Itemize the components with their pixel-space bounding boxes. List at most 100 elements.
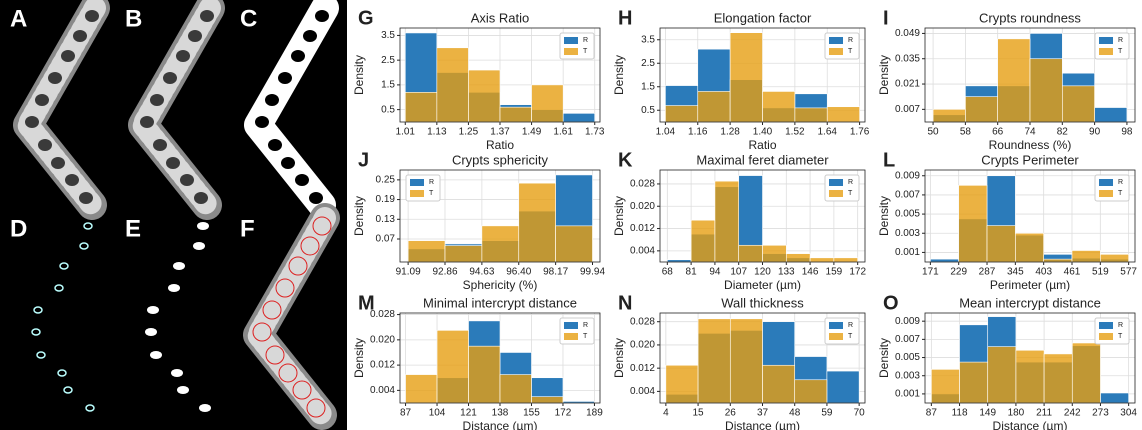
axes-frame [924,27,1136,123]
x-tick-label: 229 [950,267,967,278]
legend-label: R [583,322,588,329]
x-tick-label: 48 [789,408,801,419]
image-label: D [10,215,27,242]
x-tick-label: 345 [1007,267,1024,278]
y-tick-label: 0.007 [895,190,920,201]
histogram-bar [1043,353,1073,404]
image-panel: B [125,0,225,220]
legend-label: T [848,48,853,55]
histogram-bar [1029,58,1063,123]
legend-box [824,32,860,60]
crypt [145,328,157,336]
legend-swatch [829,322,843,329]
chart-title: Crypts Perimeter [981,152,1079,167]
histogram-bar [499,106,532,123]
x-tick-label: 189 [586,408,603,419]
crypt [295,174,309,186]
crypt [188,30,202,42]
crypt [278,72,292,84]
crypt [54,284,64,292]
x-tick-label: 59 [821,408,833,419]
x-tick-label: 92.86 [432,267,457,278]
image-label: A [10,5,27,32]
legend-label: T [583,333,588,340]
histogram-bar [518,182,556,263]
y-axis-label: Density [877,196,891,236]
image-panel: F [240,203,340,430]
y-tick-label: 0.009 [895,170,920,181]
legend-swatch [564,37,578,44]
crypt [200,10,214,22]
x-tick-label: 138 [492,408,509,419]
chart-title: Maximal feret diameter [696,152,829,167]
histogram-bar [481,225,520,263]
x-axis-label: Ratio [748,138,776,152]
histogram-bar [1062,85,1095,123]
histogram-bar [762,364,796,404]
histogram-bar [826,370,860,404]
image-panel: D [10,215,95,412]
x-tick-label: 87 [926,408,938,419]
histogram-bar [997,38,1031,123]
legend-label: R [1118,179,1123,186]
crypt [180,174,194,186]
x-tick-label: 94.63 [469,267,494,278]
x-axis-label: Sphericity (%) [463,278,538,292]
x-axis-label: Perimeter (µm) [990,278,1070,292]
x-tick-label: 26 [725,408,737,419]
legend-swatch [1099,179,1113,186]
histogram-bar [499,374,532,404]
x-tick-label: 1.64 [818,127,838,138]
legend-swatch [410,190,424,197]
crypt [33,306,43,314]
x-tick-label: 211 [1036,408,1052,419]
histogram-bar [959,361,989,404]
x-tick-label: 159 [826,267,843,278]
histogram-bar [714,180,740,263]
axes-frame [399,169,601,263]
x-axis-label: Diameter (µm) [724,278,801,292]
legend-swatch [829,48,843,55]
panel-label: L [883,149,895,171]
histogram-bar [833,257,858,263]
y-tick-label: 0.028 [630,179,655,190]
x-tick-label: 180 [1008,408,1025,419]
axes-frame [924,312,1136,404]
x-tick-label: 1.76 [850,127,870,138]
x-tick-label: 273 [1092,408,1109,419]
legend-label: R [848,37,853,44]
x-tick-label: 171 [922,267,939,278]
crypt [281,157,295,169]
x-tick-label: 242 [1064,408,1081,419]
y-tick-label: 0.020 [630,201,655,212]
y-tick-label: 0.001 [895,389,920,400]
crypt [265,94,279,106]
crypt [85,404,95,412]
y-tick-label: 0.020 [630,340,655,351]
legend-box [1094,32,1130,60]
legend-label: T [429,190,434,197]
histogram-bar [794,107,828,123]
y-tick-label: 0.012 [370,360,395,371]
legend-label: R [583,37,588,44]
y-tick-label: 0.004 [630,386,655,397]
x-tick-label: 1.40 [753,127,773,138]
x-tick-label: 1.73 [585,127,605,138]
y-tick-label: 0.049 [895,28,920,39]
crypt [166,157,180,169]
crypt [36,351,46,359]
crypt [147,306,159,314]
crypt [51,157,65,169]
histogram-bar [930,258,959,263]
histogram-bar [932,109,966,123]
y-tick-label: 0.007 [895,104,920,115]
legend-swatch [1099,48,1113,55]
histogram-bar [965,96,998,123]
x-tick-label: 146 [802,267,819,278]
legend-label: R [848,179,853,186]
crypt [57,369,67,377]
image-label: B [125,5,142,32]
x-tick-label: 96.40 [506,267,531,278]
y-tick-label: 0.5 [641,105,655,116]
